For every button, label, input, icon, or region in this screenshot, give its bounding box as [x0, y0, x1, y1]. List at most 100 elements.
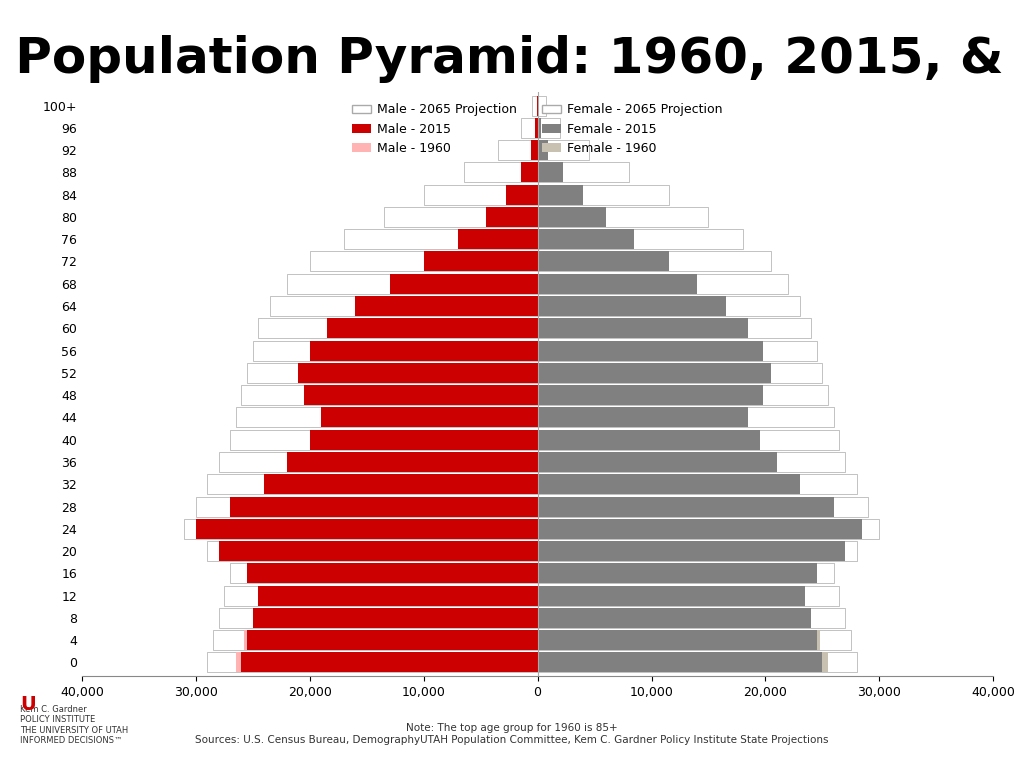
Bar	[440, 407, 538, 428]
Legend: Male - 2065 Projection, Male - 2015, Male - 1960, Female - 2065 Projection, Fema: Male - 2065 Projection, Male - 2015, Mal…	[347, 98, 728, 160]
Bar	[538, 229, 558, 250]
Bar	[538, 340, 817, 361]
Bar	[538, 362, 822, 383]
Bar	[538, 631, 851, 650]
Bar	[264, 474, 538, 495]
Bar	[538, 95, 546, 115]
Bar	[429, 429, 538, 450]
Bar	[538, 184, 669, 204]
Bar	[480, 340, 538, 361]
Bar	[287, 452, 538, 472]
Bar	[536, 118, 538, 137]
Bar	[538, 207, 709, 227]
Bar	[515, 251, 538, 272]
Bar	[538, 296, 580, 316]
Bar	[535, 162, 538, 182]
Bar	[262, 608, 538, 628]
Bar	[538, 474, 856, 495]
Bar	[538, 429, 642, 450]
Bar	[538, 452, 653, 472]
Bar	[538, 140, 540, 160]
Bar	[304, 385, 538, 406]
Bar	[538, 207, 606, 227]
Bar	[538, 541, 731, 561]
Bar	[355, 296, 538, 316]
Bar	[538, 564, 834, 584]
Bar	[230, 564, 538, 584]
Bar	[538, 564, 817, 584]
Bar	[538, 184, 584, 204]
Bar	[538, 474, 672, 495]
Bar	[287, 586, 538, 606]
Bar	[531, 95, 538, 115]
Bar	[247, 362, 538, 383]
Bar	[401, 474, 538, 495]
Bar	[424, 251, 538, 272]
Bar	[230, 496, 538, 517]
Bar	[538, 474, 800, 495]
Bar	[207, 474, 538, 495]
Bar	[538, 452, 777, 472]
Bar	[521, 229, 538, 250]
Bar	[287, 273, 538, 294]
Bar	[538, 118, 541, 137]
Bar	[207, 653, 538, 673]
Bar	[538, 518, 880, 539]
Bar	[270, 296, 538, 316]
Bar	[538, 362, 605, 383]
Bar	[538, 608, 805, 628]
Bar	[538, 541, 856, 561]
Bar	[538, 586, 840, 606]
Bar	[418, 452, 538, 472]
Bar	[315, 564, 538, 584]
Bar	[384, 207, 538, 227]
Text: Kem C. Gardner
POLICY INSTITUTE
THE UNIVERSITY OF UTAH
INFORMED DECISIONS™: Kem C. Gardner POLICY INSTITUTE THE UNIV…	[20, 705, 129, 745]
Bar	[538, 385, 618, 406]
Bar	[538, 340, 596, 361]
Bar	[538, 653, 856, 673]
Bar	[507, 273, 538, 294]
Bar	[531, 184, 538, 204]
Bar	[538, 229, 635, 250]
Bar	[538, 653, 822, 673]
Bar	[298, 362, 538, 383]
Bar	[538, 586, 805, 606]
Bar	[538, 273, 697, 294]
Bar	[253, 340, 538, 361]
Bar	[389, 273, 538, 294]
Bar	[218, 608, 538, 628]
Bar	[538, 296, 800, 316]
Bar	[309, 429, 538, 450]
Bar	[538, 452, 845, 472]
Bar	[538, 518, 862, 539]
Bar	[520, 118, 538, 137]
Bar	[344, 229, 538, 250]
Bar	[538, 318, 588, 339]
Bar	[538, 162, 542, 182]
Bar	[184, 518, 538, 539]
Text: Utah Population Pyramid: 1960, 2015, & 2065: Utah Population Pyramid: 1960, 2015, & 2…	[0, 35, 1024, 83]
Bar	[538, 318, 749, 339]
Bar	[538, 653, 828, 673]
Bar	[538, 273, 788, 294]
Text: U: U	[20, 695, 36, 714]
Bar	[213, 631, 538, 650]
Bar	[538, 631, 820, 650]
Bar	[538, 631, 817, 650]
Bar	[538, 586, 782, 606]
Bar	[242, 653, 538, 673]
Bar	[538, 251, 565, 272]
Bar	[538, 608, 811, 628]
Bar	[538, 229, 742, 250]
Bar	[538, 608, 845, 628]
Bar	[538, 407, 749, 428]
Bar	[207, 541, 538, 561]
Bar	[538, 429, 760, 450]
Bar	[258, 586, 538, 606]
Bar	[424, 184, 538, 204]
Bar	[537, 140, 538, 160]
Bar	[322, 407, 538, 428]
Bar	[218, 541, 538, 561]
Bar	[538, 162, 629, 182]
Bar	[253, 608, 538, 628]
